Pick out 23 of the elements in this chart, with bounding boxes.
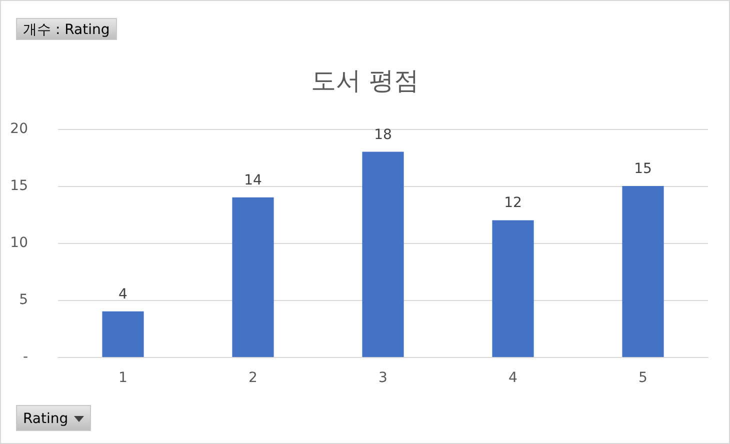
bar	[362, 152, 404, 357]
text: 개수 : Rating	[23, 22, 110, 38]
bar	[492, 220, 534, 357]
x-tick-label: 4	[508, 370, 518, 386]
bar	[102, 311, 144, 357]
x-tick-label: 1	[118, 370, 128, 386]
bar	[232, 197, 274, 357]
y-tick-label: 5	[19, 292, 28, 308]
x-tick-label: 2	[248, 370, 258, 386]
y-tick-label: 10	[10, 235, 28, 251]
data-label: 15	[634, 161, 652, 177]
bar	[622, 186, 664, 357]
y-tick-label: 15	[10, 178, 28, 194]
y-tick-label: 20	[10, 121, 28, 137]
data-label: 18	[374, 126, 392, 143]
data-label: 12	[504, 195, 522, 212]
text: Rating	[23, 411, 68, 427]
x-tick-label: 3	[378, 370, 388, 386]
y-tick-label: -	[22, 349, 28, 365]
data-label: 14	[244, 172, 262, 188]
x-tick-label: 5	[638, 370, 648, 386]
data-label: 4	[118, 286, 128, 302]
chart-title: 도서 평점	[311, 66, 419, 95]
